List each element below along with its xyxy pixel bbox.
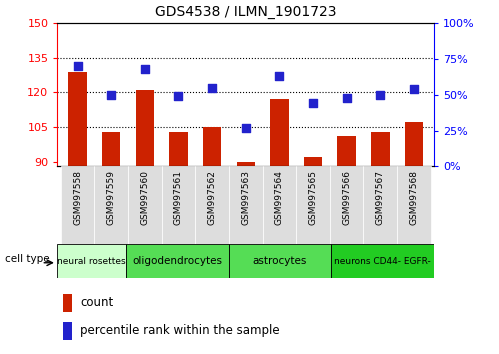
- Bar: [128, 166, 162, 244]
- Text: neurons CD44- EGFR-: neurons CD44- EGFR-: [334, 257, 431, 266]
- Bar: [330, 166, 363, 244]
- Bar: [397, 166, 431, 244]
- Point: [410, 86, 418, 92]
- Bar: [63, 294, 72, 312]
- Title: GDS4538 / ILMN_1901723: GDS4538 / ILMN_1901723: [155, 5, 336, 19]
- Text: neural rosettes: neural rosettes: [57, 257, 126, 266]
- Bar: [296, 166, 330, 244]
- Bar: [405, 122, 423, 166]
- Point: [376, 92, 384, 97]
- Bar: [337, 136, 356, 166]
- Text: GSM997564: GSM997564: [275, 170, 284, 225]
- Bar: [94, 166, 128, 244]
- Bar: [363, 166, 397, 244]
- Text: GSM997568: GSM997568: [410, 170, 419, 225]
- Bar: [136, 90, 154, 166]
- Point: [343, 95, 351, 101]
- Bar: [169, 132, 188, 166]
- Bar: [61, 166, 94, 244]
- Text: GSM997561: GSM997561: [174, 170, 183, 225]
- Bar: [63, 322, 72, 340]
- Bar: [262, 166, 296, 244]
- Text: GSM997558: GSM997558: [73, 170, 82, 225]
- Bar: [162, 166, 195, 244]
- Bar: [270, 99, 288, 166]
- Bar: [102, 132, 120, 166]
- Bar: [237, 162, 255, 166]
- Bar: [304, 157, 322, 166]
- Point: [141, 66, 149, 72]
- Point: [107, 92, 115, 97]
- Text: GSM997565: GSM997565: [308, 170, 317, 225]
- Bar: [331, 244, 434, 278]
- Text: oligodendrocytes: oligodendrocytes: [132, 256, 222, 266]
- Text: GSM997562: GSM997562: [208, 170, 217, 225]
- Text: astrocytes: astrocytes: [253, 256, 307, 266]
- Bar: [57, 244, 126, 278]
- Text: GSM997567: GSM997567: [376, 170, 385, 225]
- Point: [309, 101, 317, 106]
- Bar: [229, 166, 262, 244]
- Text: GSM997560: GSM997560: [140, 170, 149, 225]
- Point: [242, 125, 250, 131]
- Text: percentile rank within the sample: percentile rank within the sample: [80, 324, 280, 337]
- Text: GSM997559: GSM997559: [107, 170, 116, 225]
- Bar: [68, 72, 87, 166]
- Bar: [203, 127, 222, 166]
- Text: cell type: cell type: [4, 255, 49, 264]
- Point: [208, 85, 216, 90]
- Point: [275, 73, 283, 79]
- Bar: [126, 244, 229, 278]
- Bar: [195, 166, 229, 244]
- Bar: [371, 132, 390, 166]
- Text: count: count: [80, 297, 113, 309]
- Point: [73, 63, 81, 69]
- Text: GSM997566: GSM997566: [342, 170, 351, 225]
- Text: GSM997563: GSM997563: [241, 170, 250, 225]
- Point: [175, 93, 183, 99]
- Bar: [229, 244, 331, 278]
